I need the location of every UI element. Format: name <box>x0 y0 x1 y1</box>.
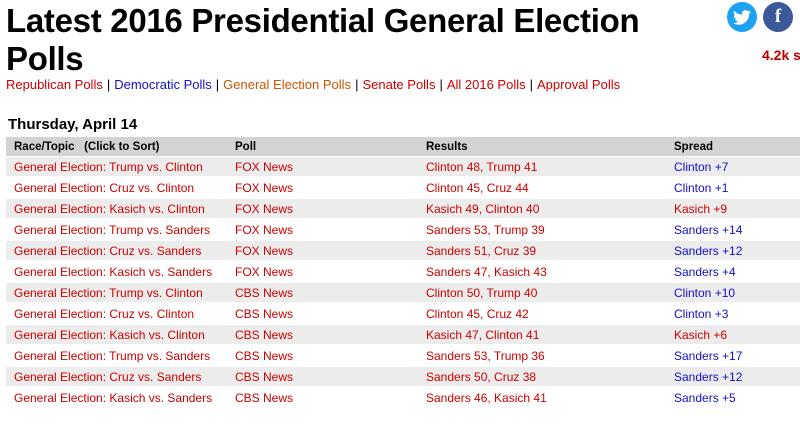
race-cell[interactable]: General Election: Kasich vs. Clinton <box>6 198 227 220</box>
spread-cell[interactable]: Kasich +9 <box>666 198 800 220</box>
results-cell[interactable]: Sanders 53, Trump 36 <box>418 345 666 367</box>
results-cell[interactable]: Clinton 48, Trump 41 <box>418 156 666 178</box>
poll-cell[interactable]: CBS News <box>227 324 418 346</box>
results-cell[interactable]: Clinton 45, Cruz 42 <box>418 303 666 325</box>
table-header-row: Race/Topic (Click to Sort) Poll Results … <box>6 137 800 157</box>
poll-cell[interactable]: FOX News <box>227 156 418 178</box>
nav-link-republican-polls[interactable]: Republican Polls <box>6 77 103 92</box>
poll-cell[interactable]: CBS News <box>227 387 418 409</box>
poll-cell[interactable]: CBS News <box>227 345 418 367</box>
race-cell[interactable]: General Election: Trump vs. Sanders <box>6 219 227 241</box>
race-cell[interactable]: General Election: Kasich vs. Sanders <box>6 387 227 409</box>
social-share-bar: f <box>727 2 793 32</box>
results-cell[interactable]: Kasich 47, Clinton 41 <box>418 324 666 346</box>
nav-link-approval-polls[interactable]: Approval Polls <box>537 77 621 92</box>
race-cell[interactable]: General Election: Kasich vs. Sanders <box>6 261 227 283</box>
table-row: General Election: Kasich vs. Sanders FOX … <box>6 261 800 283</box>
polls-table: Race/Topic (Click to Sort) Poll Results … <box>6 137 800 409</box>
table-row: General Election: Trump vs. Clinton CBS N… <box>6 282 800 304</box>
table-row: General Election: Cruz vs. Sanders CBS Ne… <box>6 366 800 388</box>
results-cell[interactable]: Clinton 50, Trump 40 <box>418 282 666 304</box>
poll-category-nav: Republican Polls | Democratic Polls | Genera… <box>6 77 620 92</box>
race-cell[interactable]: General Election: Cruz vs. Sanders <box>6 366 227 388</box>
twitter-icon <box>733 9 751 25</box>
page-title: Latest 2016 Presidential General Electio… <box>6 2 640 77</box>
table-row: General Election: Kasich vs. Clinton CBS … <box>6 324 800 346</box>
header-results[interactable]: Results <box>418 137 666 157</box>
spread-cell[interactable]: Sanders +5 <box>666 387 800 409</box>
spread-cell[interactable]: Sanders +12 <box>666 366 800 388</box>
nav-separator: | <box>439 77 443 92</box>
spread-cell[interactable]: Clinton +3 <box>666 303 800 325</box>
spread-cell[interactable]: Clinton +7 <box>666 156 800 178</box>
header-race-topic[interactable]: Race/Topic (Click to Sort) <box>6 137 227 157</box>
table-row: General Election: Trump vs. Sanders CBS N… <box>6 345 800 367</box>
race-cell[interactable]: General Election: Trump vs. Sanders <box>6 345 227 367</box>
spread-cell[interactable]: Sanders +4 <box>666 261 800 283</box>
race-cell[interactable]: General Election: Cruz vs. Clinton <box>6 177 227 199</box>
results-cell[interactable]: Clinton 45, Cruz 44 <box>418 177 666 199</box>
poll-cell[interactable]: FOX News <box>227 219 418 241</box>
race-cell[interactable]: General Election: Trump vs. Clinton <box>6 282 227 304</box>
nav-separator: | <box>215 77 220 92</box>
race-cell[interactable]: General Election: Trump vs. Clinton <box>6 156 227 178</box>
results-cell[interactable]: Sanders 53, Trump 39 <box>418 219 666 241</box>
poll-cell[interactable]: FOX News <box>227 240 418 262</box>
table-row: General Election: Trump vs. Clinton FOX N… <box>6 156 800 178</box>
facebook-share-button[interactable]: f <box>763 2 793 32</box>
spread-cell[interactable]: Clinton +1 <box>666 177 800 199</box>
race-cell[interactable]: General Election: Cruz vs. Clinton <box>6 303 227 325</box>
share-count-value: 4.2k <box>762 47 790 63</box>
nav-link-senate-polls[interactable]: Senate Polls <box>362 77 436 92</box>
spread-cell[interactable]: Sanders +12 <box>666 240 800 262</box>
share-count: 4.2k s <box>762 47 800 63</box>
nav-link-all-2016-polls[interactable]: All 2016 Polls <box>446 77 526 92</box>
facebook-icon: f <box>774 6 782 27</box>
table-row: General Election: Kasich vs. Sanders CBS … <box>6 387 800 409</box>
section-date: Thursday, April 14 <box>8 116 138 133</box>
nav-separator: | <box>106 77 111 92</box>
poll-cell[interactable]: FOX News <box>227 198 418 220</box>
nav-separator: | <box>355 77 359 92</box>
nav-link-general-election-polls[interactable]: General Election Polls <box>223 77 352 92</box>
twitter-share-button[interactable] <box>727 2 757 32</box>
poll-cell[interactable]: CBS News <box>227 303 418 325</box>
results-cell[interactable]: Sanders 46, Kasich 41 <box>418 387 666 409</box>
table-row: General Election: Cruz vs. Clinton CBS Ne… <box>6 303 800 325</box>
poll-cell[interactable]: CBS News <box>227 282 418 304</box>
results-cell[interactable]: Sanders 47, Kasich 43 <box>418 261 666 283</box>
nav-separator: | <box>529 77 534 92</box>
race-cell[interactable]: General Election: Kasich vs. Clinton <box>6 324 227 346</box>
table-row: General Election: Cruz vs. Sanders FOX Ne… <box>6 240 800 262</box>
table-row: General Election: Kasich vs. Clinton FOX … <box>6 198 800 220</box>
results-cell[interactable]: Sanders 50, Cruz 38 <box>418 366 666 388</box>
spread-cell[interactable]: Sanders +17 <box>666 345 800 367</box>
results-cell[interactable]: Sanders 51, Cruz 39 <box>418 240 666 262</box>
spread-cell[interactable]: Kasich +6 <box>666 324 800 346</box>
table-row: General Election: Trump vs. Sanders FOX N… <box>6 219 800 241</box>
results-cell[interactable]: Kasich 49, Clinton 40 <box>418 198 666 220</box>
race-cell[interactable]: General Election: Cruz vs. Sanders <box>6 240 227 262</box>
poll-cell[interactable]: FOX News <box>227 177 418 199</box>
share-count-suffix: s <box>793 47 800 63</box>
table-row: General Election: Cruz vs. Clinton FOX Ne… <box>6 177 800 199</box>
spread-cell[interactable]: Clinton +10 <box>666 282 800 304</box>
poll-cell[interactable]: FOX News <box>227 261 418 283</box>
header-poll[interactable]: Poll <box>227 137 418 157</box>
nav-link-democratic-polls[interactable]: Democratic Polls <box>114 77 212 92</box>
spread-cell[interactable]: Sanders +14 <box>666 219 800 241</box>
poll-cell[interactable]: CBS News <box>227 366 418 388</box>
header-spread[interactable]: Spread <box>666 137 800 157</box>
